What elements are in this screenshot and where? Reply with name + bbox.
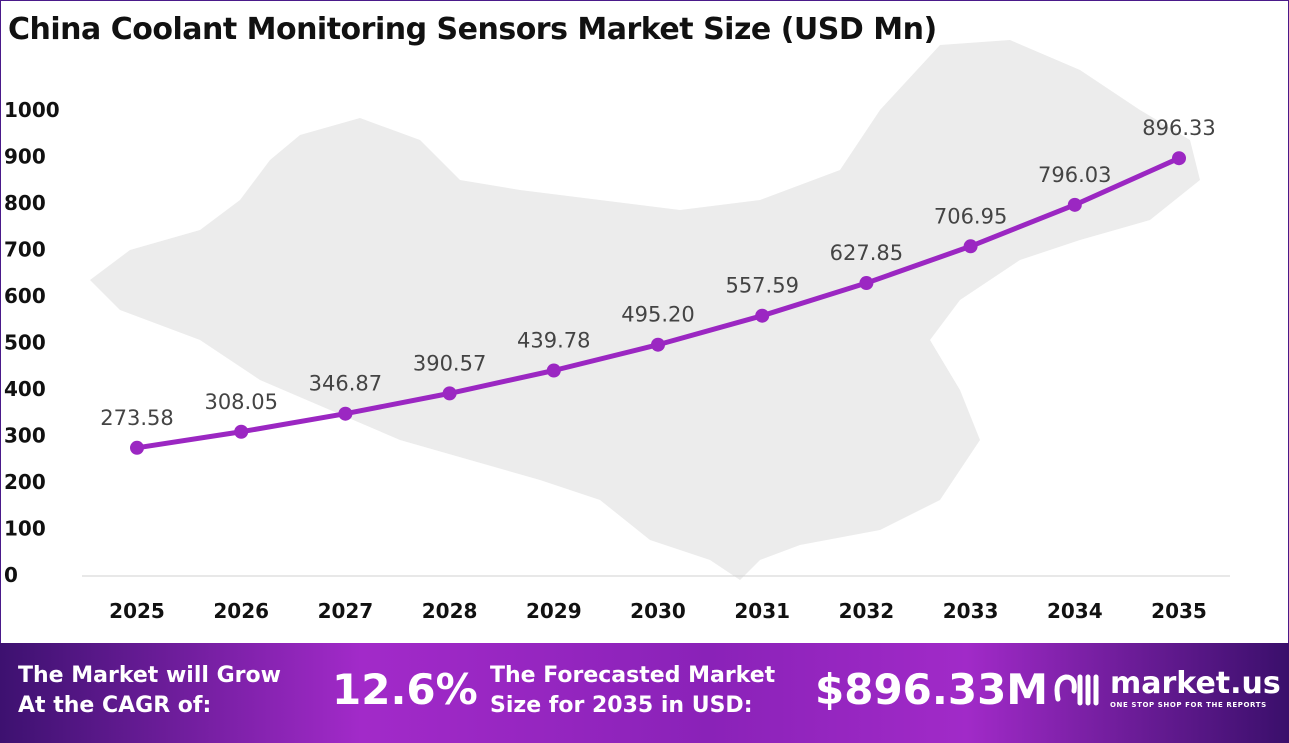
data-point — [130, 440, 144, 455]
data-point — [546, 363, 561, 378]
y-tick-label: 200 — [4, 470, 46, 494]
x-tick-label: 2030 — [630, 599, 686, 623]
data-point — [442, 386, 457, 401]
x-tick-label: 2032 — [839, 599, 895, 623]
x-tick-label: 2028 — [422, 599, 478, 623]
forecast-value: $896.33M — [815, 665, 1049, 714]
cagr-label-line2: At the CAGR of: — [18, 693, 212, 718]
cagr-label-line1: The Market will Grow — [18, 663, 281, 688]
data-point — [338, 406, 353, 421]
data-point — [651, 337, 665, 352]
logo-mark-icon — [1054, 674, 1099, 706]
data-label: 896.33 — [1142, 116, 1215, 140]
x-tick-label: 2035 — [1151, 599, 1207, 623]
data-label: 706.95 — [934, 204, 1007, 228]
data-point — [859, 276, 874, 291]
forecast-label: The Forecasted Market Size for 2035 in U… — [490, 661, 775, 721]
x-tick-label: 2026 — [213, 599, 269, 623]
data-label: 390.57 — [413, 351, 486, 375]
data-label: 273.58 — [100, 406, 173, 430]
y-tick-label: 1000 — [4, 98, 60, 122]
data-label: 495.20 — [621, 303, 694, 327]
y-tick-label: 800 — [4, 191, 46, 215]
data-point — [234, 424, 249, 439]
logo-name: market.us — [1110, 666, 1281, 701]
y-tick-label: 500 — [4, 331, 46, 355]
x-tick-label: 2025 — [109, 599, 165, 623]
x-tick-label: 2029 — [526, 599, 582, 623]
data-label: 346.87 — [309, 372, 382, 396]
x-tick-label: 2031 — [734, 599, 790, 623]
data-label: 796.03 — [1038, 163, 1111, 187]
data-point — [1067, 197, 1082, 212]
y-tick-label: 700 — [4, 238, 46, 262]
logo-tagline: ONE STOP SHOP FOR THE REPORTS — [1110, 701, 1267, 709]
chart-title: China Coolant Monitoring Sensors Market … — [8, 12, 937, 47]
y-tick-label: 900 — [4, 145, 46, 169]
y-tick-label: 600 — [4, 284, 46, 308]
y-tick-label: 400 — [4, 377, 46, 401]
data-label: 439.78 — [517, 329, 590, 353]
forecast-label-line1: The Forecasted Market — [490, 663, 776, 688]
y-tick-label: 0 — [4, 563, 18, 587]
china-map-background — [90, 40, 1200, 580]
forecast-label-line2: Size for 2035 in USD: — [490, 693, 753, 718]
data-point — [1172, 151, 1186, 166]
market-us-logo: market.us ONE STOP SHOP FOR THE REPORTS — [1052, 669, 1281, 709]
data-label: 557.59 — [725, 274, 798, 298]
data-point — [755, 308, 770, 323]
cagr-label: The Market will Grow At the CAGR of: — [18, 661, 281, 721]
cagr-value: 12.6% — [332, 665, 478, 714]
x-tick-label: 2034 — [1047, 599, 1103, 623]
y-tick-label: 300 — [4, 424, 46, 448]
y-tick-label: 100 — [4, 517, 46, 541]
x-tick-label: 2027 — [318, 599, 374, 623]
data-label: 627.85 — [830, 241, 903, 265]
data-label: 308.05 — [204, 390, 277, 414]
data-point — [963, 239, 978, 254]
footer-banner: The Market will Grow At the CAGR of: 12.… — [0, 643, 1289, 743]
line-chart: 0 100 200 300 400 500 600 700 800 900 1000 2025 202… — [4, 40, 1230, 623]
x-tick-label: 2033 — [943, 599, 999, 623]
